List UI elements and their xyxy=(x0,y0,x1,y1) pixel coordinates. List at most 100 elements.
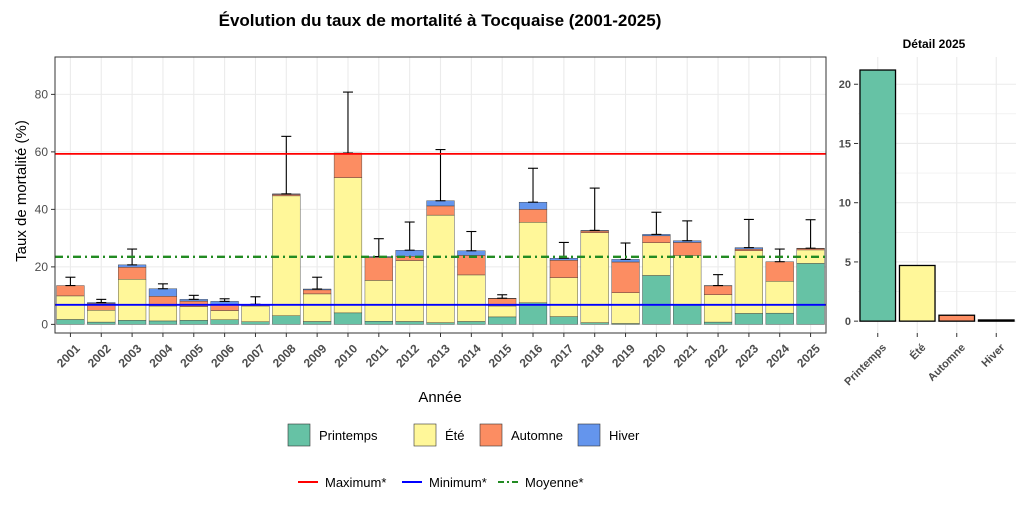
bar-segment-2021-printemps xyxy=(673,304,702,325)
x-tick-label: 2012 xyxy=(393,341,422,370)
bar-segment-2022-printemps xyxy=(703,321,733,325)
detail-y-tick-label: 10 xyxy=(839,198,851,210)
bar-segment-2021-été xyxy=(673,255,702,305)
x-tick-label: 2017 xyxy=(547,341,576,370)
bar-segment-2010-été xyxy=(333,177,363,314)
bar-segment-2019-été xyxy=(611,292,640,324)
bar-segment-2008-printemps xyxy=(272,315,301,325)
x-tick-label: 2002 xyxy=(85,341,114,370)
detail-bar-été xyxy=(898,264,936,322)
bar-segment-2018-automne xyxy=(580,230,609,233)
legend-label-maximum: Maximum* xyxy=(325,475,386,490)
bar-segment-2009-été xyxy=(303,293,332,322)
x-tick-label: 2024 xyxy=(763,341,792,370)
x-tick-label: 2021 xyxy=(671,341,700,370)
detail-x-tick-label: Été xyxy=(907,341,928,362)
x-tick-label: 2022 xyxy=(702,341,731,370)
bar-segment-2017-printemps xyxy=(549,316,578,325)
bar-segment-2019-automne xyxy=(611,261,640,293)
bar-segment-2024-automne xyxy=(765,261,794,282)
bar-segment-2002-printemps xyxy=(87,321,116,325)
detail-y-tick-label: 15 xyxy=(839,138,851,150)
bar-segment-2021-automne xyxy=(673,242,702,256)
bar-segment-2018-été xyxy=(580,232,609,323)
x-tick-label: 2023 xyxy=(732,341,761,370)
x-tick-label: 2007 xyxy=(239,341,268,370)
bar-segment-2006-été xyxy=(210,310,239,320)
bar-segment-2023-automne xyxy=(734,248,763,251)
x-tick-label: 2020 xyxy=(640,341,669,370)
bar-segment-2020-automne xyxy=(642,235,671,243)
bar-segment-2009-automne xyxy=(303,289,332,295)
x-tick-label: 2011 xyxy=(363,341,392,370)
detail-x-tick-label: Hiver xyxy=(980,341,1008,369)
bar-segment-2001-printemps xyxy=(56,319,85,325)
detail-x-tick-label: Printemps xyxy=(842,342,889,389)
bar-segment-2018-printemps xyxy=(580,322,609,325)
bar-segment-2016-automne xyxy=(518,209,548,223)
y-axis-title: Taux de mortalité (%) xyxy=(13,120,30,262)
bar-segment-2005-printemps xyxy=(179,320,208,325)
x-tick-label: 2014 xyxy=(455,341,484,370)
bar-segment-2011-automne xyxy=(364,257,393,281)
bar-segment-2003-printemps xyxy=(118,320,147,325)
bar-segment-2010-printemps xyxy=(333,312,363,325)
bar-segment-2005-été xyxy=(179,306,208,321)
legend: Printemps Été Automne Hiver Maximum* Minimum*… xyxy=(287,423,640,490)
bar-segment-2024-été xyxy=(765,281,794,314)
detail-bar-hiver xyxy=(977,319,1015,322)
x-axis-title: Année xyxy=(418,389,461,406)
bar-segment-2024-printemps xyxy=(765,312,794,325)
x-tick-label: 2013 xyxy=(424,341,453,370)
x-tick-label: 2015 xyxy=(486,341,515,370)
bar-segment-2007-printemps xyxy=(241,321,270,325)
legend-label-printemps: Printemps xyxy=(319,428,378,443)
bar-segment-2023-été xyxy=(734,250,763,314)
bar-segment-2004-printemps xyxy=(148,320,178,325)
bar-segment-2013-printemps xyxy=(426,322,455,325)
chart-title: Évolution du taux de mortalité à Tocquai… xyxy=(219,11,662,30)
x-tick-label: 2004 xyxy=(147,341,176,370)
x-tick-label: 2025 xyxy=(794,341,823,370)
bar-segment-2012-hiver xyxy=(395,249,424,257)
x-tick-label: 2009 xyxy=(301,341,330,370)
x-tick-label: 2018 xyxy=(578,341,607,370)
legend-label-été: Été xyxy=(445,428,465,443)
legend-key-hiver xyxy=(577,423,601,447)
bar-segment-2005-automne xyxy=(179,300,208,307)
legend-label-hiver: Hiver xyxy=(609,428,640,443)
bar-segment-2016-hiver xyxy=(518,201,548,210)
bar-segment-2003-automne xyxy=(118,266,147,280)
bar-segment-2013-hiver xyxy=(426,200,455,207)
bar-segment-2012-printemps xyxy=(395,321,424,325)
bar-segment-2009-printemps xyxy=(303,321,332,325)
x-tick-label: 2006 xyxy=(208,341,237,370)
x-tick-label: 2005 xyxy=(177,341,206,370)
bar-segment-2014-printemps xyxy=(457,321,486,325)
y-tick-label: 60 xyxy=(35,145,49,159)
bar-segment-2011-été xyxy=(364,280,393,322)
bar-segment-2016-printemps xyxy=(518,302,548,325)
bar-segment-2008-automne xyxy=(272,194,301,197)
detail-bar-automne xyxy=(938,314,976,322)
bar-segment-2015-printemps xyxy=(488,316,517,325)
legend-label-moyenne: Moyenne* xyxy=(525,475,584,490)
bar-segment-2011-printemps xyxy=(364,321,393,325)
bar-segment-2012-été xyxy=(395,260,424,322)
bar-segment-2003-été xyxy=(118,279,147,321)
bar-segment-2022-été xyxy=(703,294,733,323)
bar-segment-2004-été xyxy=(148,305,178,322)
detail-y-tick-label: 20 xyxy=(839,79,851,91)
legend-key-printemps xyxy=(287,423,311,447)
y-tick-label: 20 xyxy=(35,260,49,274)
bar-segment-2002-été xyxy=(87,310,116,323)
detail-x-tick-label: Automne xyxy=(926,342,968,384)
legend-label-minimum: Minimum* xyxy=(429,475,487,490)
detail-y-tick-label: 5 xyxy=(845,257,851,269)
bar-segment-2013-été xyxy=(426,214,455,323)
bar-segment-2014-été xyxy=(457,274,486,322)
